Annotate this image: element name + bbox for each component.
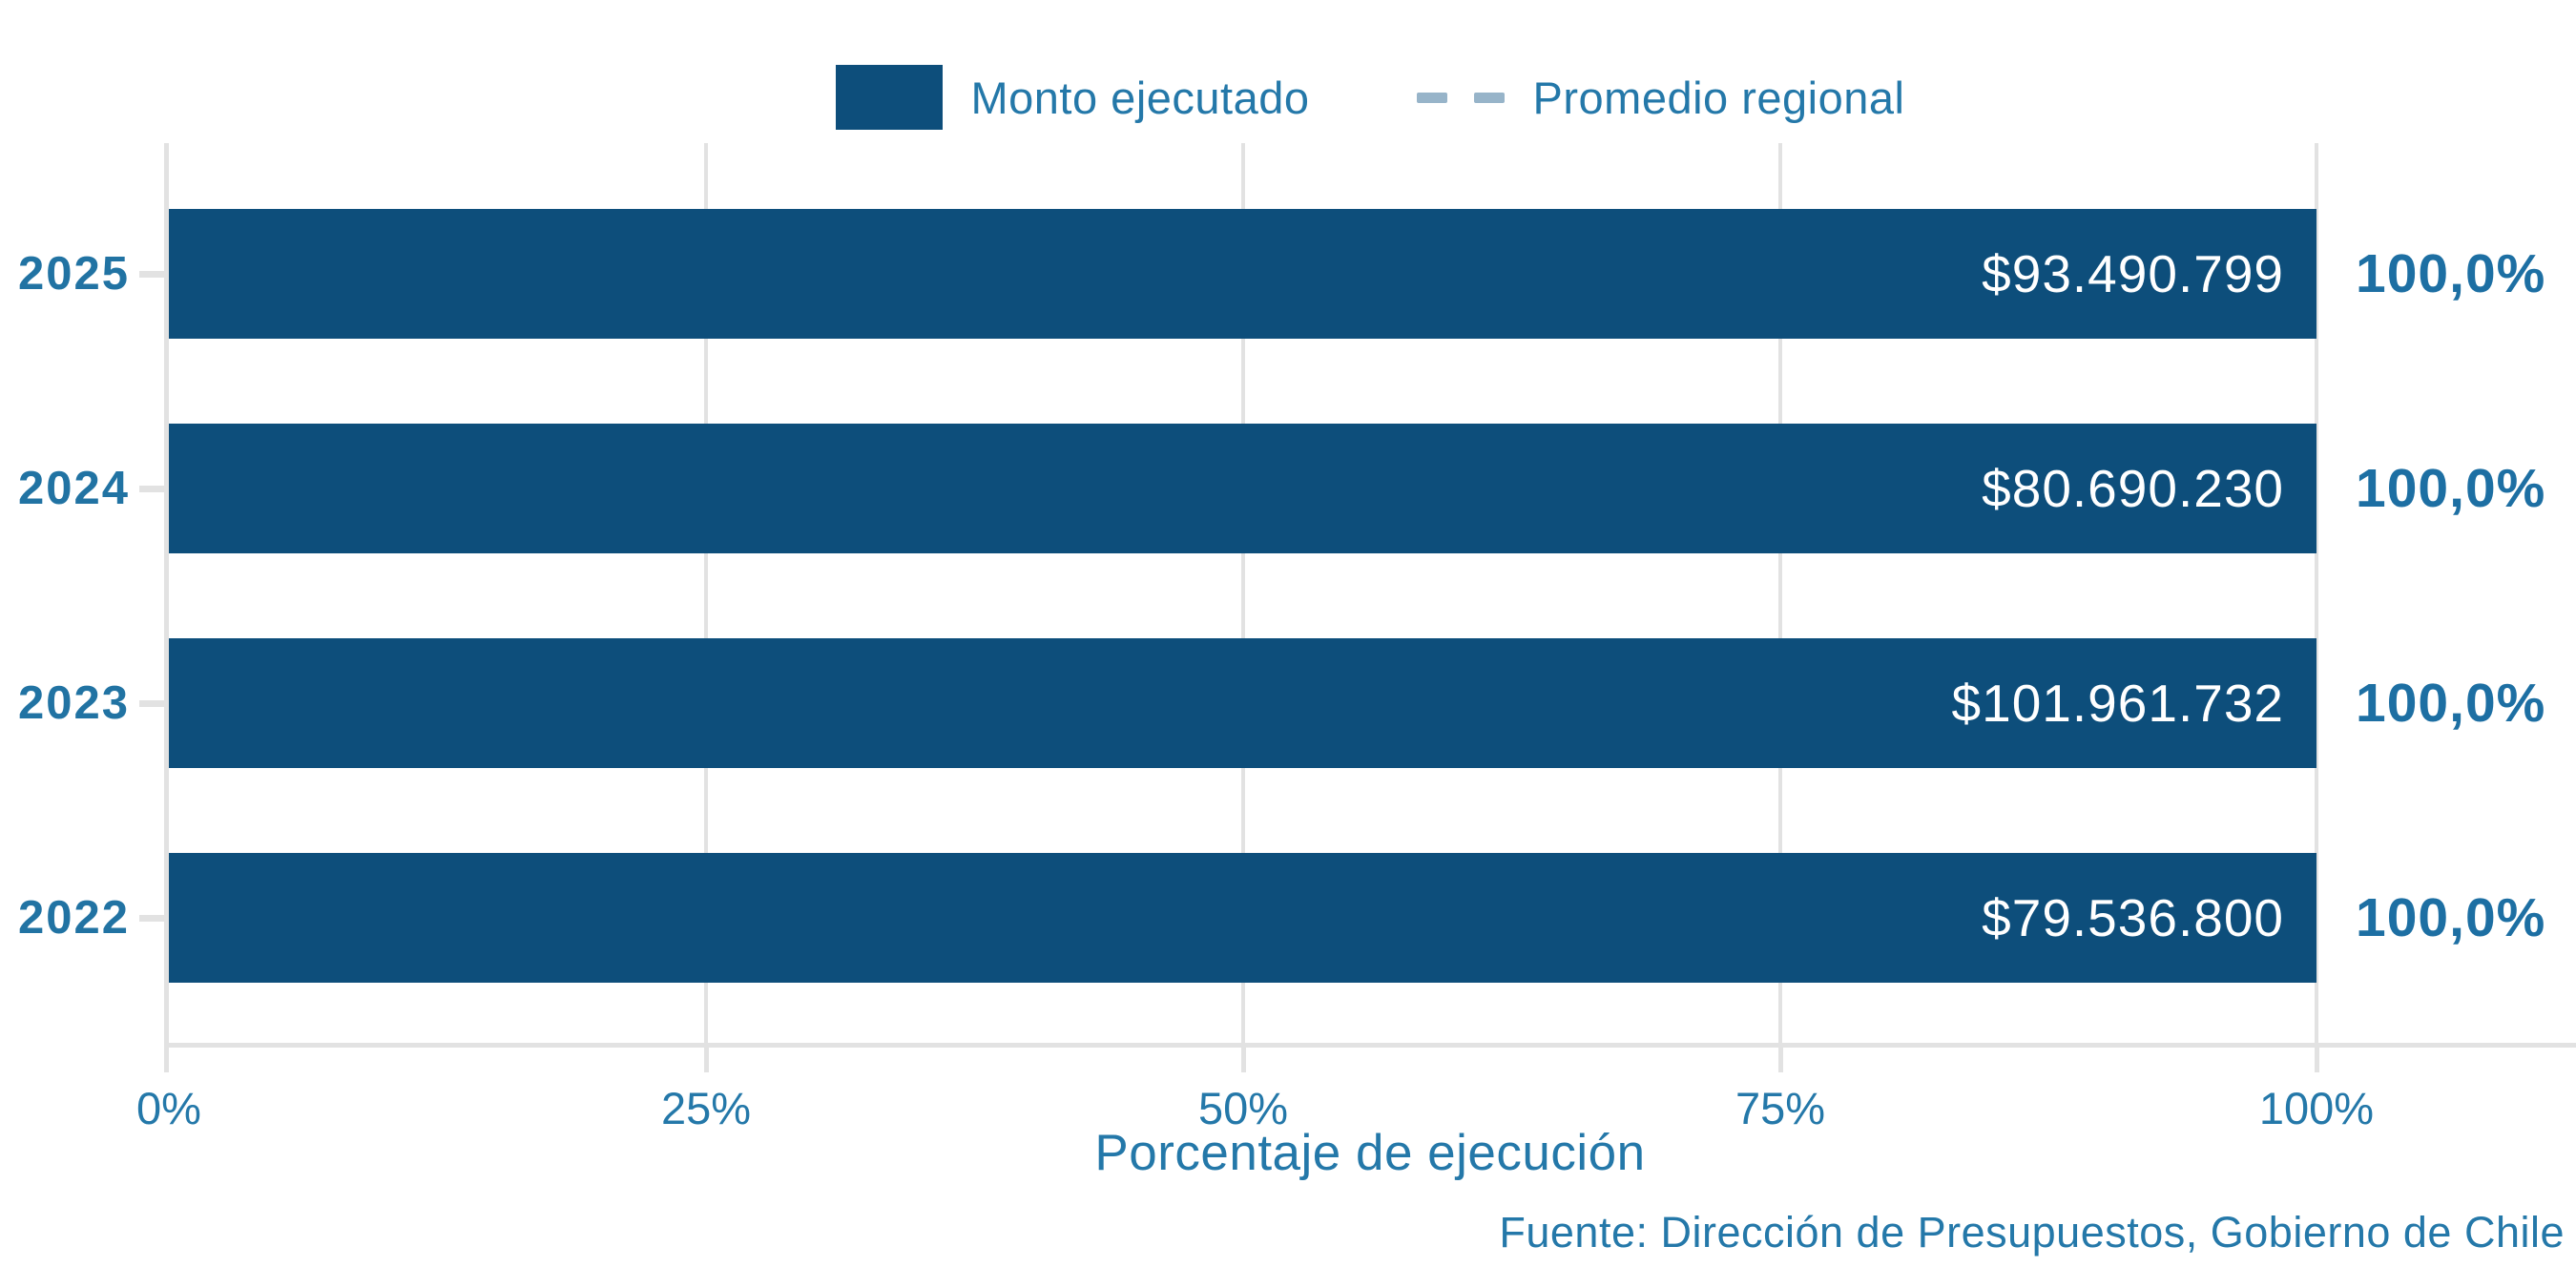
x-tick-label-25: 25% xyxy=(660,1083,752,1133)
bar-value-label: $79.536.800 xyxy=(1982,888,2284,947)
y-tick-mark xyxy=(139,915,164,922)
y-axis-label-2023: 2023 xyxy=(17,677,130,729)
legend-dashed-line-icon xyxy=(1416,92,1505,103)
bar-2022: $79.536.800 xyxy=(169,853,2316,983)
x-tick-mark xyxy=(2315,1048,2319,1072)
pct-label: 100,0% xyxy=(2356,673,2546,734)
legend-swatch-square-icon xyxy=(835,65,943,130)
gridline-100 xyxy=(2315,143,2318,1048)
pct-label: 100,0% xyxy=(2356,887,2546,948)
gridline-75 xyxy=(1778,143,1782,1048)
x-tick-mark xyxy=(704,1048,709,1072)
x-axis-title: Porcentaje de ejecución xyxy=(1094,1125,1646,1181)
bar-2024: $80.690.230 xyxy=(169,424,2316,553)
plot-area: $93.490.799 100,0% $80.690.230 100,0% $1… xyxy=(136,143,2576,1133)
legend-item-promedio-regional: Promedio regional xyxy=(1416,72,1905,124)
y-tick-mark xyxy=(139,700,164,707)
x-tick-mark xyxy=(164,1048,169,1072)
bar-value-label: $93.490.799 xyxy=(1982,244,2284,303)
bar-row-2023: $101.961.732 100,0% xyxy=(169,638,2576,768)
y-axis-label-2025: 2025 xyxy=(17,248,130,300)
bar-row-2022: $79.536.800 100,0% xyxy=(169,853,2576,983)
bar-2025: $93.490.799 xyxy=(169,209,2316,339)
y-tick-mark xyxy=(139,271,164,278)
bar-row-2025: $93.490.799 100,0% xyxy=(169,209,2576,339)
bar-2023: $101.961.732 xyxy=(169,638,2316,768)
legend-label: Monto ejecutado xyxy=(970,72,1310,123)
y-tick-mark xyxy=(139,486,164,492)
x-tick-mark xyxy=(1241,1048,1246,1072)
y-axis-label-2022: 2022 xyxy=(17,892,130,944)
x-tick-label-0: 0% xyxy=(136,1083,201,1133)
x-tick-label-75: 75% xyxy=(1735,1083,1826,1133)
legend-item-monto-ejecutado: Monto ejecutado xyxy=(835,65,1310,130)
y-axis-label-2024: 2024 xyxy=(17,463,130,514)
legend: Monto ejecutado Promedio regional xyxy=(164,55,2576,139)
legend-label: Promedio regional xyxy=(1532,72,1905,123)
bar-value-label: $80.690.230 xyxy=(1982,459,2284,518)
dash-segment xyxy=(1416,92,1447,103)
pct-label: 100,0% xyxy=(2356,458,2546,519)
dash-segment xyxy=(1473,92,1505,103)
bar-value-label: $101.961.732 xyxy=(1951,674,2284,733)
gridline-25 xyxy=(704,143,708,1048)
bar-row-2024: $80.690.230 100,0% xyxy=(169,424,2576,553)
x-tick-label-50: 50% xyxy=(1197,1083,1289,1133)
pct-label: 100,0% xyxy=(2356,243,2546,304)
x-tick-mark xyxy=(1778,1048,1783,1072)
gridline-50 xyxy=(1241,143,1245,1048)
x-tick-label-100: 100% xyxy=(2258,1083,2375,1133)
source-caption: Fuente: Dirección de Presupuestos, Gobie… xyxy=(1499,1208,2565,1257)
